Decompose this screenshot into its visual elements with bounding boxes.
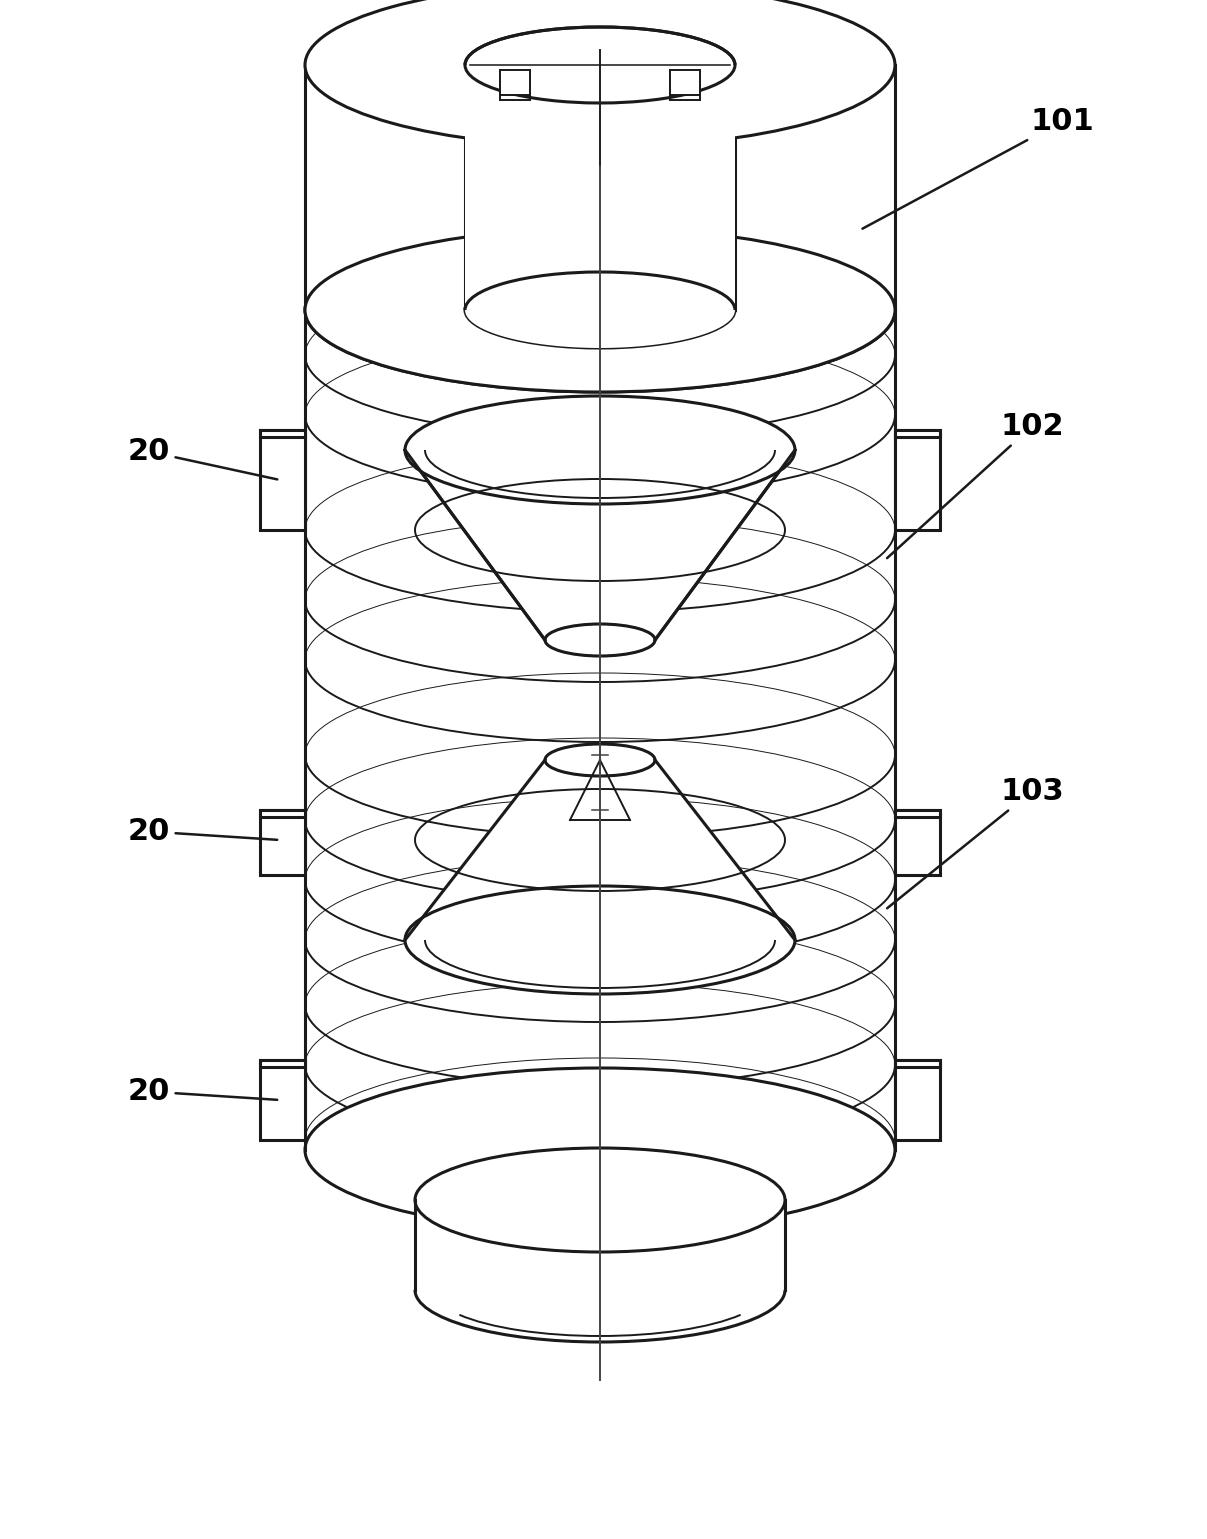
Ellipse shape xyxy=(305,0,896,148)
Polygon shape xyxy=(896,429,940,437)
Text: 20: 20 xyxy=(128,437,278,480)
Ellipse shape xyxy=(406,396,795,503)
Polygon shape xyxy=(896,810,940,817)
Polygon shape xyxy=(260,810,305,817)
Polygon shape xyxy=(670,69,700,95)
Polygon shape xyxy=(260,1060,305,1067)
Polygon shape xyxy=(260,429,305,529)
Polygon shape xyxy=(260,1060,305,1140)
Polygon shape xyxy=(465,65,735,348)
Ellipse shape xyxy=(546,623,655,656)
Ellipse shape xyxy=(305,1068,896,1233)
Ellipse shape xyxy=(415,1148,785,1253)
Text: 20: 20 xyxy=(128,1077,278,1107)
Polygon shape xyxy=(406,449,795,640)
Ellipse shape xyxy=(305,228,896,392)
Polygon shape xyxy=(415,1200,785,1342)
Polygon shape xyxy=(896,810,940,876)
Polygon shape xyxy=(500,69,530,95)
Polygon shape xyxy=(260,429,305,437)
Polygon shape xyxy=(896,429,940,529)
Ellipse shape xyxy=(305,228,896,392)
Polygon shape xyxy=(305,65,896,392)
Polygon shape xyxy=(896,1060,940,1140)
Polygon shape xyxy=(406,760,795,994)
Polygon shape xyxy=(305,309,896,1233)
Text: 103: 103 xyxy=(887,777,1063,908)
Text: 101: 101 xyxy=(863,108,1094,229)
Text: 20: 20 xyxy=(128,817,278,846)
Ellipse shape xyxy=(406,886,795,994)
Text: 102: 102 xyxy=(887,412,1063,559)
Polygon shape xyxy=(896,1060,940,1067)
Ellipse shape xyxy=(546,743,655,776)
Polygon shape xyxy=(260,810,305,876)
Ellipse shape xyxy=(465,272,735,348)
Ellipse shape xyxy=(465,28,735,103)
